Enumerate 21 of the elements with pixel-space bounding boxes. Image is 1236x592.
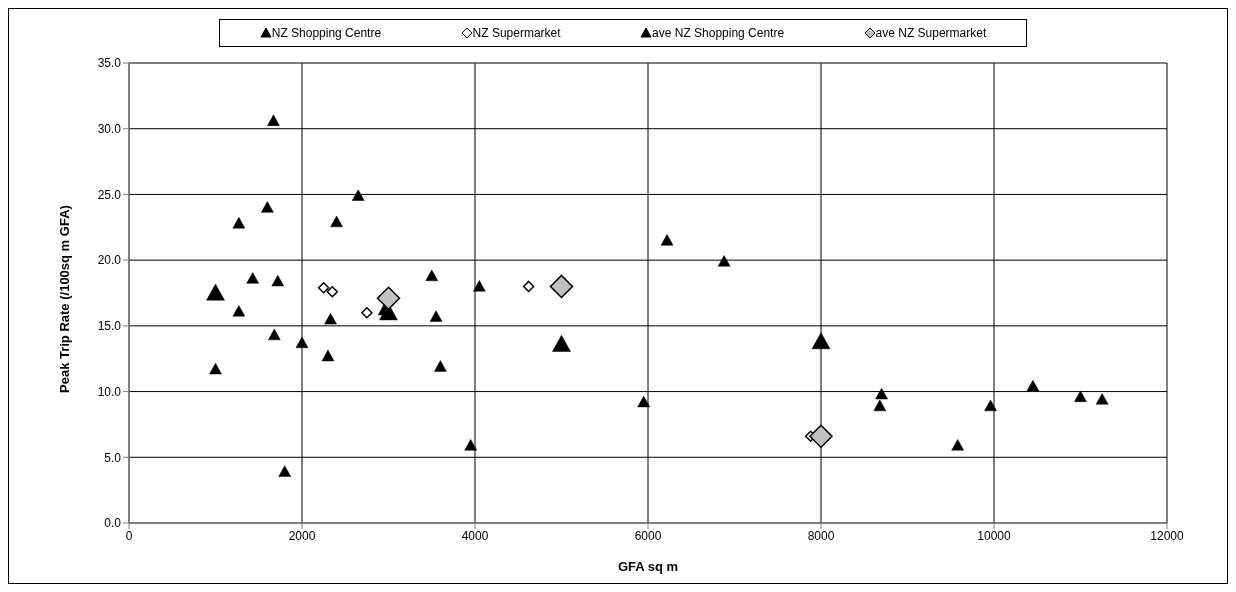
y-tick-label: 10.0 xyxy=(97,384,122,399)
x-tick-label: 6000 xyxy=(634,528,662,543)
x-tick-label: 0 xyxy=(125,528,133,543)
x-tick-label: 8000 xyxy=(807,528,835,543)
legend-label: NZ Supermarket xyxy=(471,26,561,40)
x-tick-label: 4000 xyxy=(461,528,489,543)
x-tick-label: 2000 xyxy=(288,528,316,543)
x-tick-label: 12000 xyxy=(1150,528,1185,543)
y-tick-label: 15.0 xyxy=(97,319,122,334)
y-tick-label: 20.0 xyxy=(97,253,122,268)
legend-label: NZ Shopping Centre xyxy=(270,26,382,40)
y-tick-label: 0.0 xyxy=(104,516,122,531)
legend-label: ave NZ Shopping Centre xyxy=(651,26,785,40)
y-axis-title: Peak Trip Rate (/100sq m GFA) xyxy=(56,205,72,393)
legend-label: ave NZ Supermarket xyxy=(874,26,987,40)
y-tick-label: 25.0 xyxy=(97,187,122,202)
x-tick-label: 10000 xyxy=(977,528,1012,543)
y-tick-label: 35.0 xyxy=(97,56,122,71)
y-tick-label: 5.0 xyxy=(104,450,122,465)
x-axis-title: GFA sq m xyxy=(617,559,679,574)
y-tick-label: 30.0 xyxy=(97,121,122,136)
